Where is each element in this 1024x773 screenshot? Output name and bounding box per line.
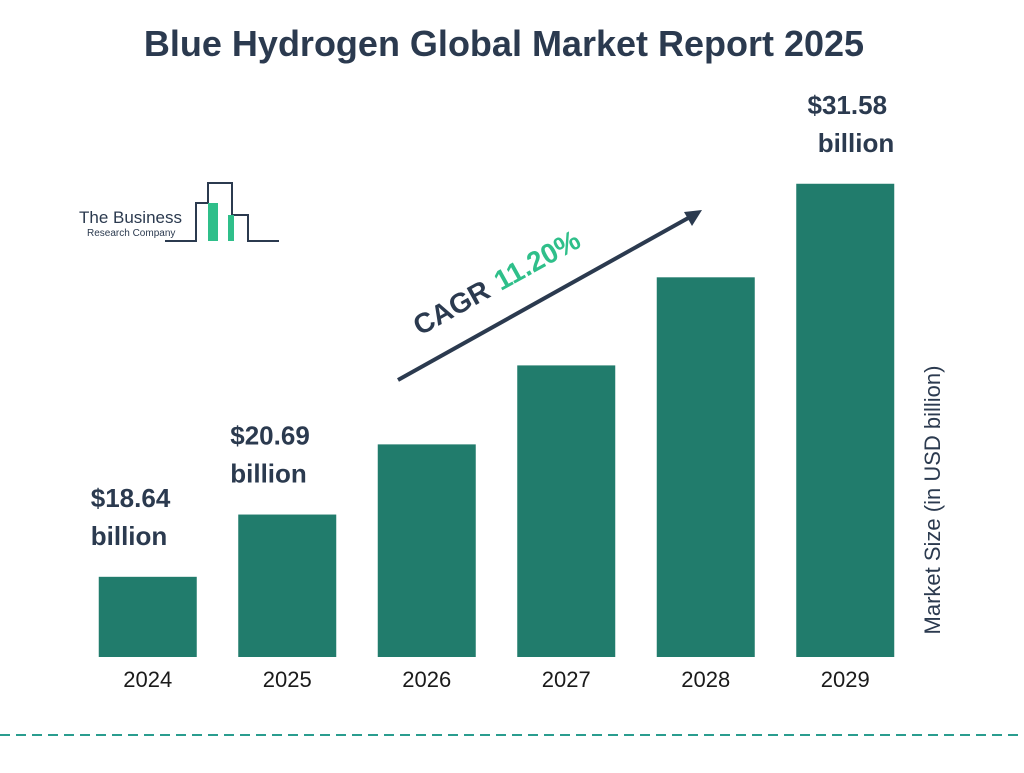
value-label: $20.69 billion [230,421,317,489]
x-tick-label: 2028 [681,667,730,692]
value-label-line: billion [230,459,307,489]
value-label: $31.58 billion [808,90,895,158]
cagr-arrow [397,215,691,382]
bar [377,444,476,657]
value-label-line: $18.64 [91,483,178,513]
logo: The Business Research Company [79,182,279,242]
logo-text: The Business [79,208,182,227]
bar [796,183,895,657]
bar [656,277,755,657]
logo-bar [228,215,234,241]
y-axis-label: Market Size (in USD billion) [920,366,945,635]
x-tick-label: 2029 [821,667,870,692]
value-label-line: $20.69 [230,421,317,451]
bar [98,576,197,657]
value-label-line: $31.58 [808,90,895,120]
bar [238,514,337,657]
cagr-arrowhead [684,210,702,226]
logo-subtext: Research Company [87,228,175,239]
logo-outline [165,182,279,242]
value-label: $18.64 billion [91,483,178,551]
value-label-line: billion [818,128,895,158]
x-tick-label: 2026 [402,667,451,692]
x-tick-label: 2027 [542,667,591,692]
value-label-line: billion [91,521,168,551]
bar [517,365,616,657]
cagr-annotation: CAGR11.20% [397,210,702,382]
x-tick-label: 2025 [263,667,312,692]
x-tick-label: 2024 [123,667,172,692]
logo-bar [208,203,218,241]
chart-title: Blue Hydrogen Global Market Report 2025 [144,23,864,64]
